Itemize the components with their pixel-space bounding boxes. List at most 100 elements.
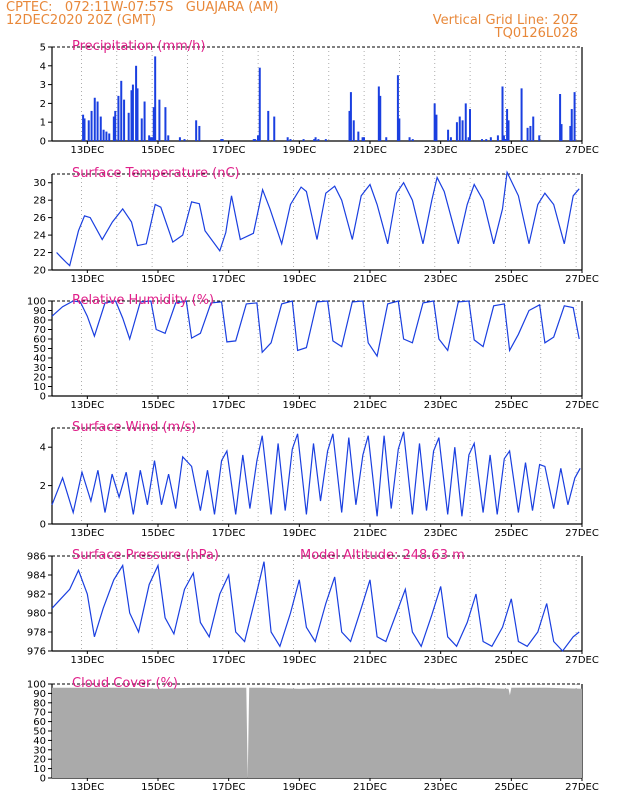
precip-bar (164, 107, 167, 141)
precip-bar (314, 137, 317, 141)
precip-bar (112, 116, 115, 141)
x-tick-label: 19DEC (282, 145, 316, 156)
x-tick-label: 19DEC (282, 400, 316, 411)
precip-bar (362, 137, 365, 141)
x-tick-label: 27DEC (565, 145, 599, 156)
x-tick-label: 15DEC (141, 782, 175, 793)
y-tick-label: 1 (40, 118, 46, 129)
y-tick-label: 984 (27, 571, 46, 582)
x-tick-label: 19DEC (282, 655, 316, 666)
x-tick-label: 19DEC (282, 274, 316, 285)
x-tick-label: 21DEC (353, 782, 387, 793)
precip-bar (99, 116, 102, 141)
precip-bar (411, 139, 414, 141)
y-tick-label: 24 (33, 231, 46, 242)
x-tick-label: 25DEC (494, 400, 528, 411)
y-tick-label: 40 (33, 736, 46, 747)
x-tick-label: 27DEC (565, 274, 599, 285)
y-tick-label: 50 (33, 727, 46, 738)
x-tick-label: 17DEC (212, 400, 246, 411)
precip-bar (464, 103, 467, 141)
x-tick-label: 25DEC (494, 782, 528, 793)
panel-title: Precipitation (mm/h) (72, 39, 205, 54)
x-tick-label: 27DEC (565, 655, 599, 666)
y-tick-label: 5 (40, 43, 46, 54)
x-tick-label: 19DEC (282, 782, 316, 793)
x-tick-label: 21DEC (353, 655, 387, 666)
y-tick-label: 0 (40, 520, 46, 531)
precip-bar (435, 114, 438, 141)
y-tick-label: 30 (33, 178, 46, 189)
x-tick-label: 17DEC (212, 655, 246, 666)
precip-bar (150, 137, 153, 141)
y-tick-label: 90 (33, 306, 46, 317)
x-tick-label: 15DEC (141, 528, 175, 539)
x-tick-label: 21DEC (353, 400, 387, 411)
y-tick-label: 26 (33, 213, 46, 224)
y-tick-label: 20 (33, 755, 46, 766)
precip-bar (352, 120, 355, 141)
precip-bar (143, 101, 146, 141)
model-altitude: Model Altitude: 248.63 m (300, 548, 465, 563)
x-tick-label: 15DEC (141, 655, 175, 666)
precip-bar (302, 139, 305, 141)
precip-bar (87, 120, 90, 141)
x-tick-label: 13DEC (70, 782, 104, 793)
y-tick-label: 0 (40, 774, 46, 785)
y-tick-label: 20 (33, 266, 46, 277)
y-tick-label: 100 (27, 297, 46, 308)
precip-bar (127, 112, 130, 141)
precip-bar (167, 135, 170, 141)
precip-bar (135, 65, 138, 141)
x-tick-label: 25DEC (494, 655, 528, 666)
precip-bar (90, 110, 93, 141)
y-tick-label: 70 (33, 325, 46, 336)
precip-bar (256, 135, 259, 141)
precip-bar (130, 90, 133, 141)
y-tick-label: 22 (33, 248, 46, 259)
y-tick-label: 2 (40, 481, 46, 492)
precip-bar (573, 92, 576, 141)
x-tick-label: 17DEC (212, 528, 246, 539)
y-tick-label: 20 (33, 373, 46, 384)
precip-bar (532, 116, 535, 141)
y-tick-label: 90 (33, 689, 46, 700)
run-datetime: 12DEC2020 20Z (GMT) (6, 13, 156, 28)
x-tick-label: 21DEC (353, 274, 387, 285)
precip-bar (377, 86, 380, 141)
panel-title: Relative Humidity (%) (72, 293, 214, 308)
precip-bar (82, 114, 85, 141)
y-tick-label: 60 (33, 335, 46, 346)
precip-bar (570, 109, 573, 141)
precip-bar (120, 80, 123, 141)
y-tick-label: 10 (33, 764, 46, 775)
x-tick-label: 27DEC (565, 528, 599, 539)
precip-bar (136, 88, 139, 141)
y-tick-label: 80 (33, 316, 46, 327)
precip-bar (324, 139, 327, 141)
y-tick-label: 4 (40, 443, 46, 454)
precip-bar (481, 139, 484, 141)
x-tick-label: 21DEC (353, 528, 387, 539)
y-tick-label: 3 (40, 80, 46, 91)
precip-bar (538, 135, 541, 141)
x-tick-label: 25DEC (494, 274, 528, 285)
pressure-panel: 976 978 980 982 984 986 13DEC 15DEC 17DEC 19DEC 21… (27, 548, 599, 666)
precip-bar (154, 56, 157, 141)
series-line (56, 170, 580, 267)
precip-bar (349, 92, 352, 141)
precip-bar (489, 137, 492, 141)
grid-line-note: Vertical Grid Line: 20Z (433, 13, 578, 28)
x-tick-label: 19DEC (282, 528, 316, 539)
precip-bar (286, 137, 289, 141)
x-tick-label: 25DEC (494, 145, 528, 156)
precip-bar (468, 109, 471, 141)
precip-bar (105, 131, 108, 141)
panel-title: Surface Pressure (hPa) (72, 548, 219, 563)
panel-title: Surface Wind (m/s) (72, 420, 196, 435)
precip-bar (254, 139, 257, 141)
precip-bar (559, 94, 562, 141)
precip-bar (447, 129, 450, 141)
